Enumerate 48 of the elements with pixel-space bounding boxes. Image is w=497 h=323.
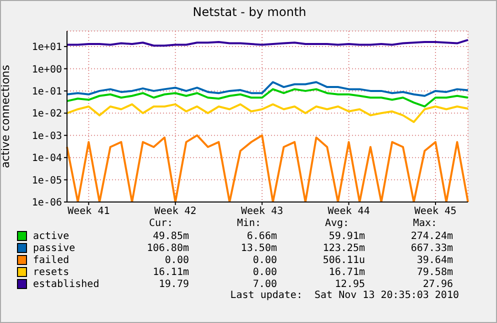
text: 79.58m bbox=[416, 266, 454, 278]
text: 0.00 bbox=[252, 254, 278, 266]
chart-title: Netstat - by month bbox=[192, 5, 308, 19]
text: 7.00 bbox=[252, 278, 278, 290]
text: 59.91m bbox=[328, 230, 366, 242]
line-series bbox=[66, 81, 469, 97]
text: 667.33m bbox=[410, 242, 454, 254]
text: 12.95 bbox=[334, 278, 366, 290]
text: Last update: Sat Nov 13 20:35:03 2010 bbox=[229, 290, 460, 302]
x-tick-label: Week 42 bbox=[154, 206, 196, 218]
legend-label: failed bbox=[33, 254, 70, 266]
text: 274.24m bbox=[410, 230, 454, 242]
text: 49.85m bbox=[152, 230, 190, 242]
text: 0.00 bbox=[252, 266, 278, 278]
text: 39.64m bbox=[416, 254, 454, 266]
y-tick-label: 1e-04 bbox=[32, 153, 62, 164]
y-tick-label: 1e-03 bbox=[32, 130, 62, 142]
text: 106.80m bbox=[146, 242, 190, 254]
y-tick-label: 1e-06 bbox=[32, 198, 62, 209]
text: 506.11u bbox=[322, 254, 366, 266]
y-tick-label: 1e+01 bbox=[32, 42, 62, 54]
legend-label: established bbox=[33, 278, 100, 290]
text: Cur: bbox=[148, 218, 174, 230]
text: 123.25m bbox=[322, 242, 366, 254]
x-tick-label: Week 45 bbox=[414, 206, 457, 218]
line-series bbox=[66, 88, 469, 108]
text: 0.00 bbox=[164, 254, 190, 266]
y-axis-title: active connections bbox=[0, 64, 12, 168]
y-tick-label: 1e-02 bbox=[32, 108, 62, 120]
x-tick-label: Week 43 bbox=[241, 206, 284, 218]
y-tick-label: 1e+00 bbox=[32, 64, 62, 76]
line-series bbox=[66, 103, 469, 123]
legend-label: passive bbox=[33, 242, 76, 254]
text: 16.71m bbox=[328, 266, 366, 278]
text: 13.50m bbox=[240, 242, 278, 254]
x-tick-label: Week 44 bbox=[328, 206, 370, 218]
text: 19.79 bbox=[158, 278, 190, 290]
y-tick-label: 1e-01 bbox=[32, 86, 62, 98]
legend-label: resets bbox=[33, 266, 70, 278]
text: 16.11m bbox=[152, 266, 190, 278]
text: Avg: bbox=[324, 218, 350, 230]
text: 6.66m bbox=[246, 230, 278, 242]
text: Max: bbox=[412, 218, 438, 230]
y-tick-label: 1e-05 bbox=[32, 175, 62, 186]
text: Min: bbox=[236, 218, 262, 230]
x-tick-label: Week 41 bbox=[68, 206, 110, 218]
legend-label: active bbox=[33, 230, 70, 242]
text: 27.96 bbox=[422, 278, 454, 290]
